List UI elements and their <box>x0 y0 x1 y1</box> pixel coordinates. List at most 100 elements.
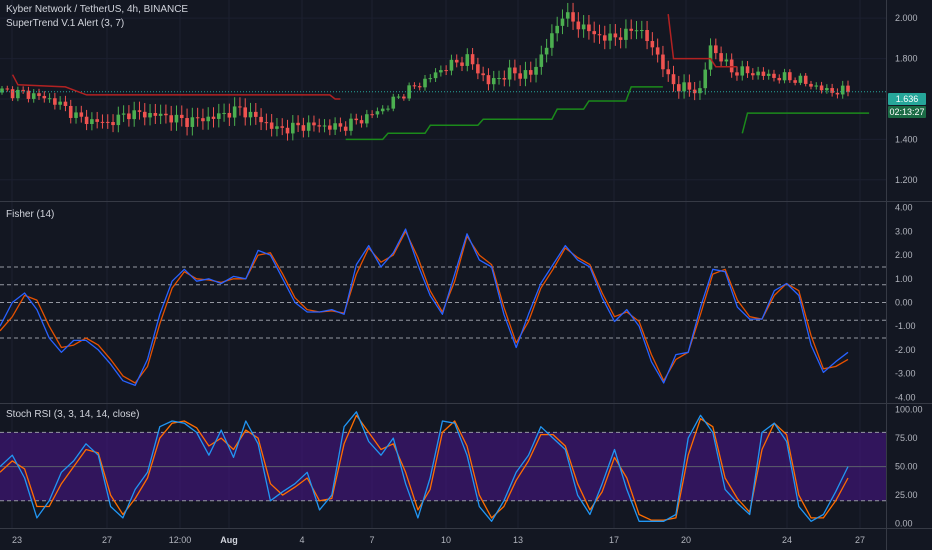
candle[interactable] <box>407 82 411 102</box>
candle[interactable] <box>624 19 628 49</box>
candle[interactable] <box>735 66 739 81</box>
candle[interactable] <box>142 103 147 126</box>
candle[interactable] <box>26 86 31 103</box>
candle[interactable] <box>53 92 57 110</box>
candle[interactable] <box>449 54 454 76</box>
candle[interactable] <box>68 99 73 124</box>
indicator-legend-supertrend[interactable]: SuperTrend V.1 Alert (3, 7) <box>6 18 125 29</box>
candle[interactable] <box>63 95 68 112</box>
candle[interactable] <box>581 15 586 38</box>
candle[interactable] <box>306 115 311 138</box>
candle[interactable] <box>698 80 702 100</box>
indicator-legend-stoch-rsi[interactable]: Stoch RSI (3, 3, 14, 14, close) <box>6 409 140 420</box>
candle[interactable] <box>550 24 554 56</box>
candle[interactable] <box>79 105 84 123</box>
candle[interactable] <box>370 110 374 119</box>
candle[interactable] <box>803 73 808 87</box>
candle[interactable] <box>613 24 618 46</box>
candle[interactable] <box>5 85 10 92</box>
price-pane[interactable] <box>0 2 886 141</box>
candle[interactable] <box>158 104 163 125</box>
candle[interactable] <box>259 108 263 131</box>
candle[interactable] <box>729 53 734 78</box>
candle[interactable] <box>0 86 4 95</box>
candle[interactable] <box>396 93 401 100</box>
candle[interactable] <box>497 70 501 85</box>
stoch-pane[interactable] <box>0 411 886 522</box>
candle[interactable] <box>587 15 591 40</box>
candle[interactable] <box>835 88 840 99</box>
candle[interactable] <box>571 2 575 30</box>
candle[interactable] <box>814 82 819 90</box>
candle[interactable] <box>254 103 258 125</box>
candle[interactable] <box>37 88 41 100</box>
candle[interactable] <box>153 103 158 124</box>
candle[interactable] <box>677 75 681 99</box>
candle[interactable] <box>825 84 829 94</box>
candle[interactable] <box>269 114 274 137</box>
candle[interactable] <box>137 101 142 120</box>
candle[interactable] <box>285 119 290 141</box>
candle[interactable] <box>560 9 565 35</box>
candle[interactable] <box>301 117 306 138</box>
candle[interactable] <box>555 16 559 42</box>
candle[interactable] <box>386 105 390 112</box>
candle[interactable] <box>534 58 538 83</box>
candle[interactable] <box>682 74 686 99</box>
candle[interactable] <box>740 60 745 81</box>
candle[interactable] <box>21 86 25 94</box>
candle[interactable] <box>248 102 253 126</box>
candle[interactable] <box>809 80 813 90</box>
candle[interactable] <box>105 114 110 129</box>
candle[interactable] <box>454 54 459 68</box>
candle[interactable] <box>719 46 723 68</box>
candle[interactable] <box>798 73 803 86</box>
candle[interactable] <box>127 105 131 127</box>
candle[interactable] <box>317 118 322 133</box>
candle[interactable] <box>819 81 824 94</box>
candle[interactable] <box>185 108 189 136</box>
candle[interactable] <box>169 105 173 131</box>
candle[interactable] <box>328 119 332 136</box>
candle[interactable] <box>692 81 697 101</box>
candle[interactable] <box>359 115 364 128</box>
candle[interactable] <box>745 61 750 78</box>
candle[interactable] <box>576 12 581 38</box>
candle[interactable] <box>618 27 623 49</box>
candle[interactable] <box>227 103 232 126</box>
candle[interactable] <box>439 65 443 77</box>
candle[interactable] <box>513 59 517 81</box>
candle[interactable] <box>428 74 433 83</box>
candle[interactable] <box>312 115 316 132</box>
candle[interactable] <box>507 59 512 87</box>
candle[interactable] <box>544 38 549 63</box>
candle[interactable] <box>772 69 776 82</box>
candle[interactable] <box>751 68 755 80</box>
candle[interactable] <box>756 66 760 80</box>
candle[interactable] <box>782 68 787 84</box>
candle[interactable] <box>444 65 448 76</box>
candle[interactable] <box>95 111 99 129</box>
candle[interactable] <box>539 45 544 75</box>
candle[interactable] <box>132 101 136 127</box>
candle[interactable] <box>333 117 337 135</box>
candle[interactable] <box>417 82 422 91</box>
candle[interactable] <box>592 21 596 43</box>
candle[interactable] <box>846 80 850 97</box>
candle[interactable] <box>724 53 729 68</box>
candle[interactable] <box>201 108 205 130</box>
candle[interactable] <box>238 97 242 116</box>
candle[interactable] <box>380 105 385 115</box>
candle[interactable] <box>296 115 300 132</box>
candle[interactable] <box>714 38 718 60</box>
candle[interactable] <box>365 109 369 128</box>
candle[interactable] <box>190 107 195 136</box>
candle[interactable] <box>322 119 327 133</box>
candle[interactable] <box>10 86 15 101</box>
candle[interactable] <box>58 96 62 110</box>
candle[interactable] <box>650 32 655 56</box>
candle[interactable] <box>766 69 771 80</box>
candle[interactable] <box>661 45 665 78</box>
candle[interactable] <box>629 19 634 40</box>
